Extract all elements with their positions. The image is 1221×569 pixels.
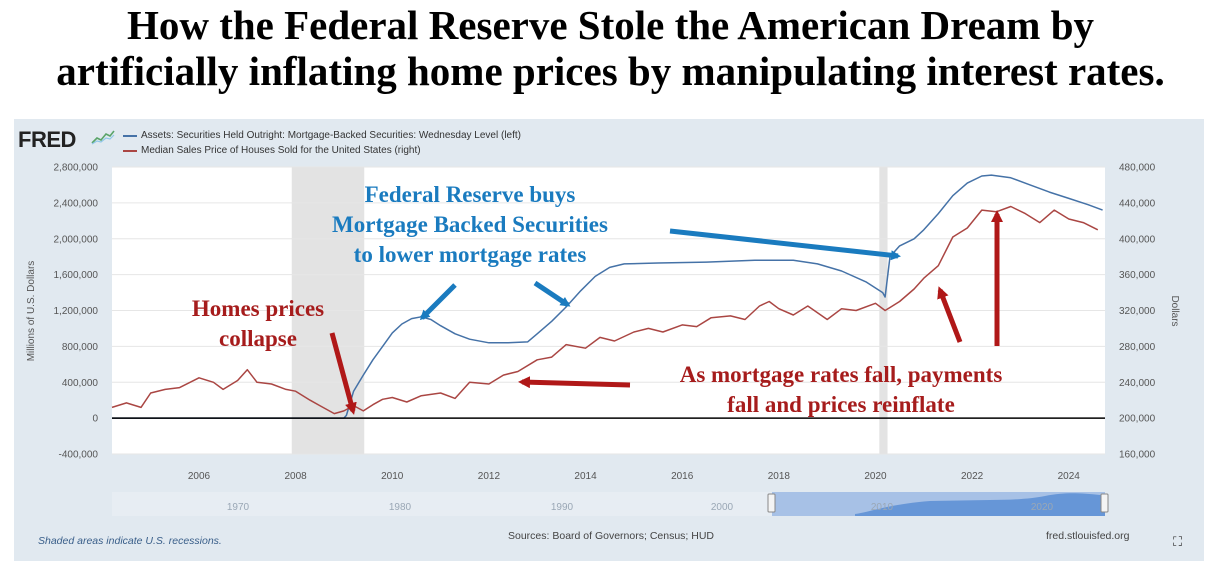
sources-text: Sources: Board of Governors; Census; HUD [508, 530, 715, 542]
x-tick-label: 2006 [188, 471, 211, 482]
x-tick-label: 2012 [478, 471, 501, 482]
annotation-payments-fall: As mortgage rates fall, payments fall an… [679, 362, 1003, 417]
y-tick-label-left: 400,000 [62, 378, 99, 389]
y-tick-label-right: 320,000 [1119, 306, 1156, 317]
legend-swatch [123, 134, 137, 137]
legend-label: Median Sales Price of Houses Sold for th… [141, 145, 421, 156]
y-tick-label-left: 0 [92, 414, 98, 425]
fred-logo[interactable]: FRED [18, 127, 76, 152]
y-tick-label-left: 2,400,000 [54, 198, 99, 209]
sparkline-icon [91, 130, 115, 145]
annotation-fed-buys: Federal Reserve buys Mortgage Backed Sec… [332, 182, 608, 267]
y-tick-label-left: -400,000 [59, 450, 99, 461]
recession-note: Shaded areas indicate U.S. recessions. [38, 535, 222, 547]
arrow-to-collapse [329, 332, 357, 415]
y-axis-label-left: Millions of U.S. Dollars [26, 261, 37, 362]
legend-label: Assets: Securities Held Outright: Mortga… [141, 130, 521, 141]
navigator-label: 1990 [551, 502, 574, 513]
navigator-label: 1970 [227, 502, 250, 513]
y-tick-label-left: 800,000 [62, 342, 99, 353]
y-tick-label-left: 1,600,000 [54, 270, 99, 281]
y-tick-label-right: 240,000 [1119, 378, 1156, 389]
headline-line-1: How the Federal Reserve Stole the Americ… [126, 2, 1095, 48]
arrow-to-2009-qe [419, 283, 457, 321]
navigator-area [855, 493, 1105, 516]
x-tick-label: 2020 [864, 471, 887, 482]
series-line-mbs [112, 174, 1103, 419]
y-tick-label-right: 440,000 [1119, 198, 1156, 209]
navigator-label: 2000 [711, 502, 734, 513]
y-tick-label-right: 360,000 [1119, 270, 1156, 281]
y-tick-label-right: 280,000 [1119, 342, 1156, 353]
legend-item-mbs[interactable]: Assets: Securities Held Outright: Mortga… [123, 130, 521, 141]
series-line-home-price [111, 205, 1099, 415]
navigator-handle-left[interactable] [767, 493, 776, 513]
y-tick-label-right: 200,000 [1119, 414, 1156, 425]
navigator-label: 2020 [1031, 502, 1054, 513]
headline-line-2: artificially inflating home prices by ma… [56, 48, 1165, 94]
y-tick-label-right: 400,000 [1119, 234, 1156, 245]
y-tick-label-right: 480,000 [1119, 163, 1156, 174]
x-tick-label: 2022 [961, 471, 984, 482]
navigator-handle-right[interactable] [1100, 493, 1109, 513]
arrow-to-2020-qe [669, 228, 901, 261]
navigator-label: 1980 [389, 502, 412, 513]
annotation-homes-collapse: Homes prices collapse [191, 296, 325, 351]
arrow-to-2013-qe [533, 280, 571, 308]
y-tick-label-left: 2,000,000 [54, 234, 99, 245]
legend-swatch [123, 149, 137, 152]
axis-ticks: -400,000 0 400,000 800,000 1,200,000 1,600,00… [54, 163, 1156, 483]
navigator-label: 2010 [871, 502, 894, 513]
arrow-to-2012-recovery [518, 376, 631, 389]
arrow-to-2021-rise [937, 286, 963, 343]
x-tick-label: 2014 [574, 471, 597, 482]
x-tick-label: 2024 [1058, 471, 1081, 482]
x-tick-label: 2016 [671, 471, 694, 482]
y-tick-label-left: 2,800,000 [54, 163, 99, 174]
x-tick-label: 2008 [284, 471, 307, 482]
x-tick-label: 2010 [381, 471, 404, 482]
series-lines [111, 174, 1103, 419]
y-tick-label-left: 1,200,000 [54, 306, 99, 317]
y-axis-label-right: Dollars [1169, 295, 1180, 326]
navigator-labels: 1970 1980 1990 2000 2010 2020 [227, 502, 1054, 513]
y-tick-label-right: 160,000 [1119, 450, 1156, 461]
fred-site-link[interactable]: fred.stlouisfed.org [1046, 530, 1130, 542]
legend-item-home-price[interactable]: Median Sales Price of Houses Sold for th… [123, 145, 421, 156]
fullscreen-expand-icon[interactable]: ⛶ [1173, 534, 1183, 549]
x-tick-label: 2018 [768, 471, 791, 482]
